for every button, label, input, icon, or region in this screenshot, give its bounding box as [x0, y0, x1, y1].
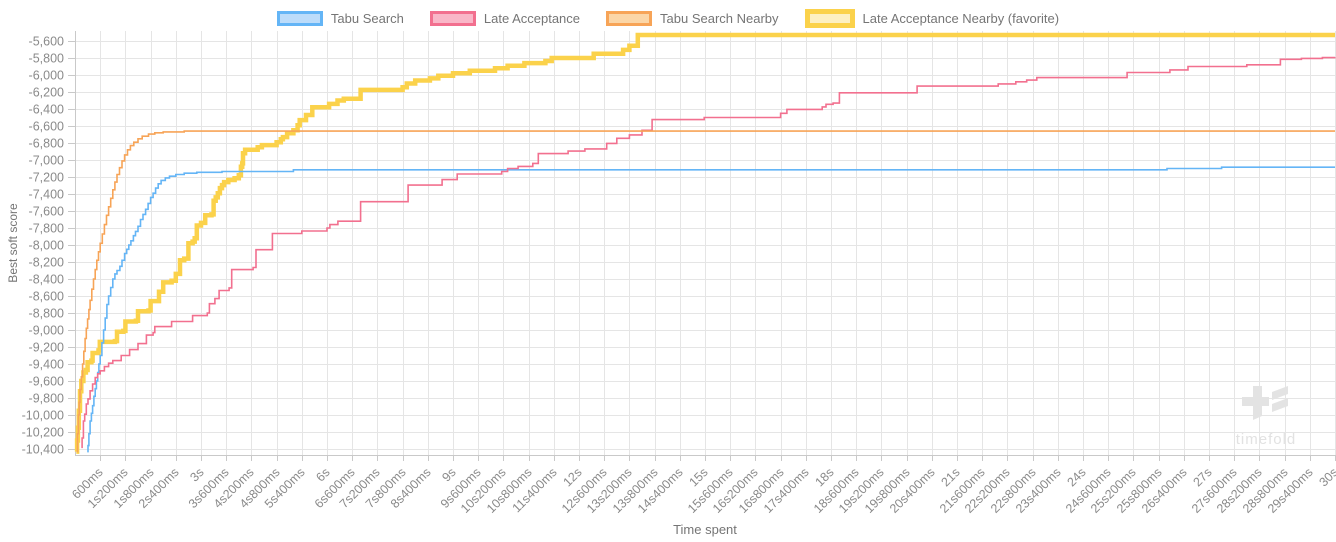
y-tick-label: -10,000: [22, 409, 64, 423]
y-tick-label: -9,800: [29, 392, 64, 406]
series-line-late-acceptance-nearby-favorite: [74, 32, 1335, 454]
y-tick-label: -7,400: [29, 188, 64, 202]
y-tick-label: -8,000: [29, 239, 64, 253]
y-tick-label: -7,200: [29, 171, 64, 185]
y-tick-label: -9,200: [29, 341, 64, 355]
y-tick-label: -10,400: [22, 443, 64, 457]
legend-swatch-tabu-search-nearby: [606, 10, 653, 26]
x-tick-label: 30s: [1316, 465, 1336, 489]
y-tick-label: -10,200: [22, 426, 64, 440]
legend-label: Late Acceptance Nearby (favorite): [862, 10, 1060, 26]
y-tick-label: -8,800: [29, 307, 64, 321]
legend-item-tabu-search[interactable]: Tabu Search: [276, 10, 404, 26]
legend-swatch-late-acceptance: [429, 10, 476, 26]
y-tick-label: -8,200: [29, 256, 64, 270]
y-tick-label: -6,600: [29, 120, 64, 134]
y-tick-label: -5,600: [29, 35, 64, 49]
x-tick-label: 6s: [313, 465, 332, 484]
legend-label: Late Acceptance: [483, 10, 581, 26]
y-tick-label: -8,600: [29, 290, 64, 304]
y-tick-label: -9,600: [29, 375, 64, 389]
y-tick-label: -6,400: [29, 103, 64, 117]
x-axis-title: Time spent: [673, 522, 737, 537]
chart-legend: Tabu Search Late Acceptance Tabu Search Ne…: [0, 8, 1336, 28]
y-tick-label: -7,600: [29, 205, 64, 219]
y-axis-title: Best soft score: [6, 203, 20, 283]
legend-swatch-late-acceptance-nearby-favorite: [804, 8, 855, 28]
legend-label: Tabu Search Nearby: [660, 10, 779, 26]
y-tick-label: -6,000: [29, 69, 64, 83]
y-tick-label: -5,800: [29, 52, 64, 66]
x-tick-label: 9s: [439, 465, 458, 484]
x-tick-label: 3s: [187, 465, 206, 484]
series-line-tabu-search: [87, 166, 1335, 453]
legend-swatch-tabu-search: [276, 10, 323, 26]
y-tick-label: -7,800: [29, 222, 64, 236]
legend-item-late-acceptance-nearby-favorite[interactable]: Late Acceptance Nearby (favorite): [804, 8, 1060, 28]
y-tick-label: -7,000: [29, 154, 64, 168]
legend-item-late-acceptance[interactable]: Late Acceptance: [429, 10, 581, 26]
series-line-late-acceptance: [81, 56, 1336, 449]
y-tick-label: -9,400: [29, 358, 64, 372]
legend-label: Tabu Search: [330, 10, 404, 26]
y-tick-label: -8,400: [29, 273, 64, 287]
y-tick-label: -6,200: [29, 86, 64, 100]
legend-item-tabu-search-nearby[interactable]: Tabu Search Nearby: [606, 10, 779, 26]
y-tick-label: -6,800: [29, 137, 64, 151]
y-tick-label: -9,000: [29, 324, 64, 338]
series-line-tabu-search-nearby: [76, 130, 1335, 453]
